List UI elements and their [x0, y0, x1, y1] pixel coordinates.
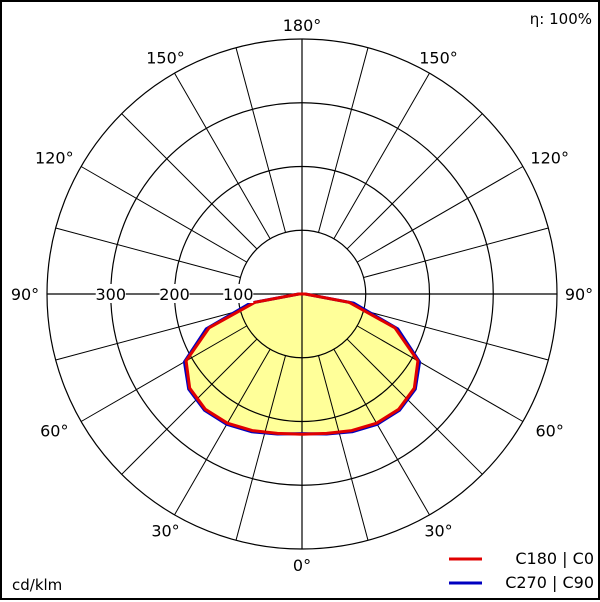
grid-spoke-105: [363, 227, 549, 278]
grid-spoke-15: [318, 355, 369, 541]
angle-label-bg-0: [284, 16, 320, 35]
angle-label-120-right: 120°: [530, 149, 569, 168]
angle-label-90-left: 90°: [11, 285, 39, 304]
radial-tick-label-100: 100: [223, 285, 254, 304]
grid-spoke-285: [55, 310, 241, 361]
unit-label: cd/klm: [12, 576, 62, 594]
polar-grid: [46, 38, 558, 550]
radial-tick-bg-100: [223, 284, 254, 303]
grid-spoke-165: [318, 47, 369, 233]
efficiency-label: η: 100%: [530, 10, 592, 28]
angle-label-150-right: 150°: [419, 49, 458, 68]
grid-spoke-255: [55, 227, 241, 278]
series-curve-0: [184, 292, 420, 436]
grid-spoke-330: [174, 348, 271, 516]
radial-tick-bg-200: [159, 284, 190, 303]
legend-label-c180-c0: C180 | C0: [515, 549, 594, 568]
grid-spoke-210: [174, 72, 271, 240]
angle-label-30-left: 30°: [151, 521, 179, 540]
angle-label-60-left: 60°: [40, 422, 68, 441]
grid-spoke-45: [346, 338, 483, 475]
grid-spoke-135: [346, 113, 483, 250]
grid-spoke-120: [356, 166, 524, 263]
grid-spoke-30: [333, 348, 430, 516]
angle-label-150-left: 150°: [146, 49, 185, 68]
grid-spoke-75: [363, 310, 549, 361]
grid-spoke-300: [80, 325, 248, 422]
angle-label-120-left: 120°: [35, 149, 74, 168]
radial-tick-label-200: 200: [159, 285, 190, 304]
grid-spoke-315: [121, 338, 258, 475]
grid-spoke-345: [235, 355, 286, 541]
angle-label-0-center: 0°: [293, 556, 311, 575]
angle-label-bg-11: [284, 556, 320, 575]
radial-tick-label-300: 300: [95, 285, 126, 304]
axis-labels: 100 200 300 180° 150° 150° 120° 120° 90° 90° 60° 60…: [11, 16, 593, 575]
grid-spoke-60: [356, 325, 524, 422]
grid-spoke-150: [333, 72, 430, 240]
angle-label-30-right: 30°: [424, 521, 452, 540]
grid-spoke-240: [80, 166, 248, 263]
grid-spoke-225: [121, 113, 258, 250]
angle-label-60-right: 60°: [536, 422, 564, 441]
radial-tick-bg-300: [95, 284, 126, 303]
legend: C180 | C0 C270 | C90: [449, 549, 594, 592]
series-curves: [182, 292, 422, 436]
legend-label-c270-c90: C270 | C90: [505, 573, 594, 592]
angle-label-90-right: 90°: [565, 285, 593, 304]
angle-label-180-center: 180°: [283, 16, 322, 35]
grid-spoke-195: [235, 47, 286, 233]
